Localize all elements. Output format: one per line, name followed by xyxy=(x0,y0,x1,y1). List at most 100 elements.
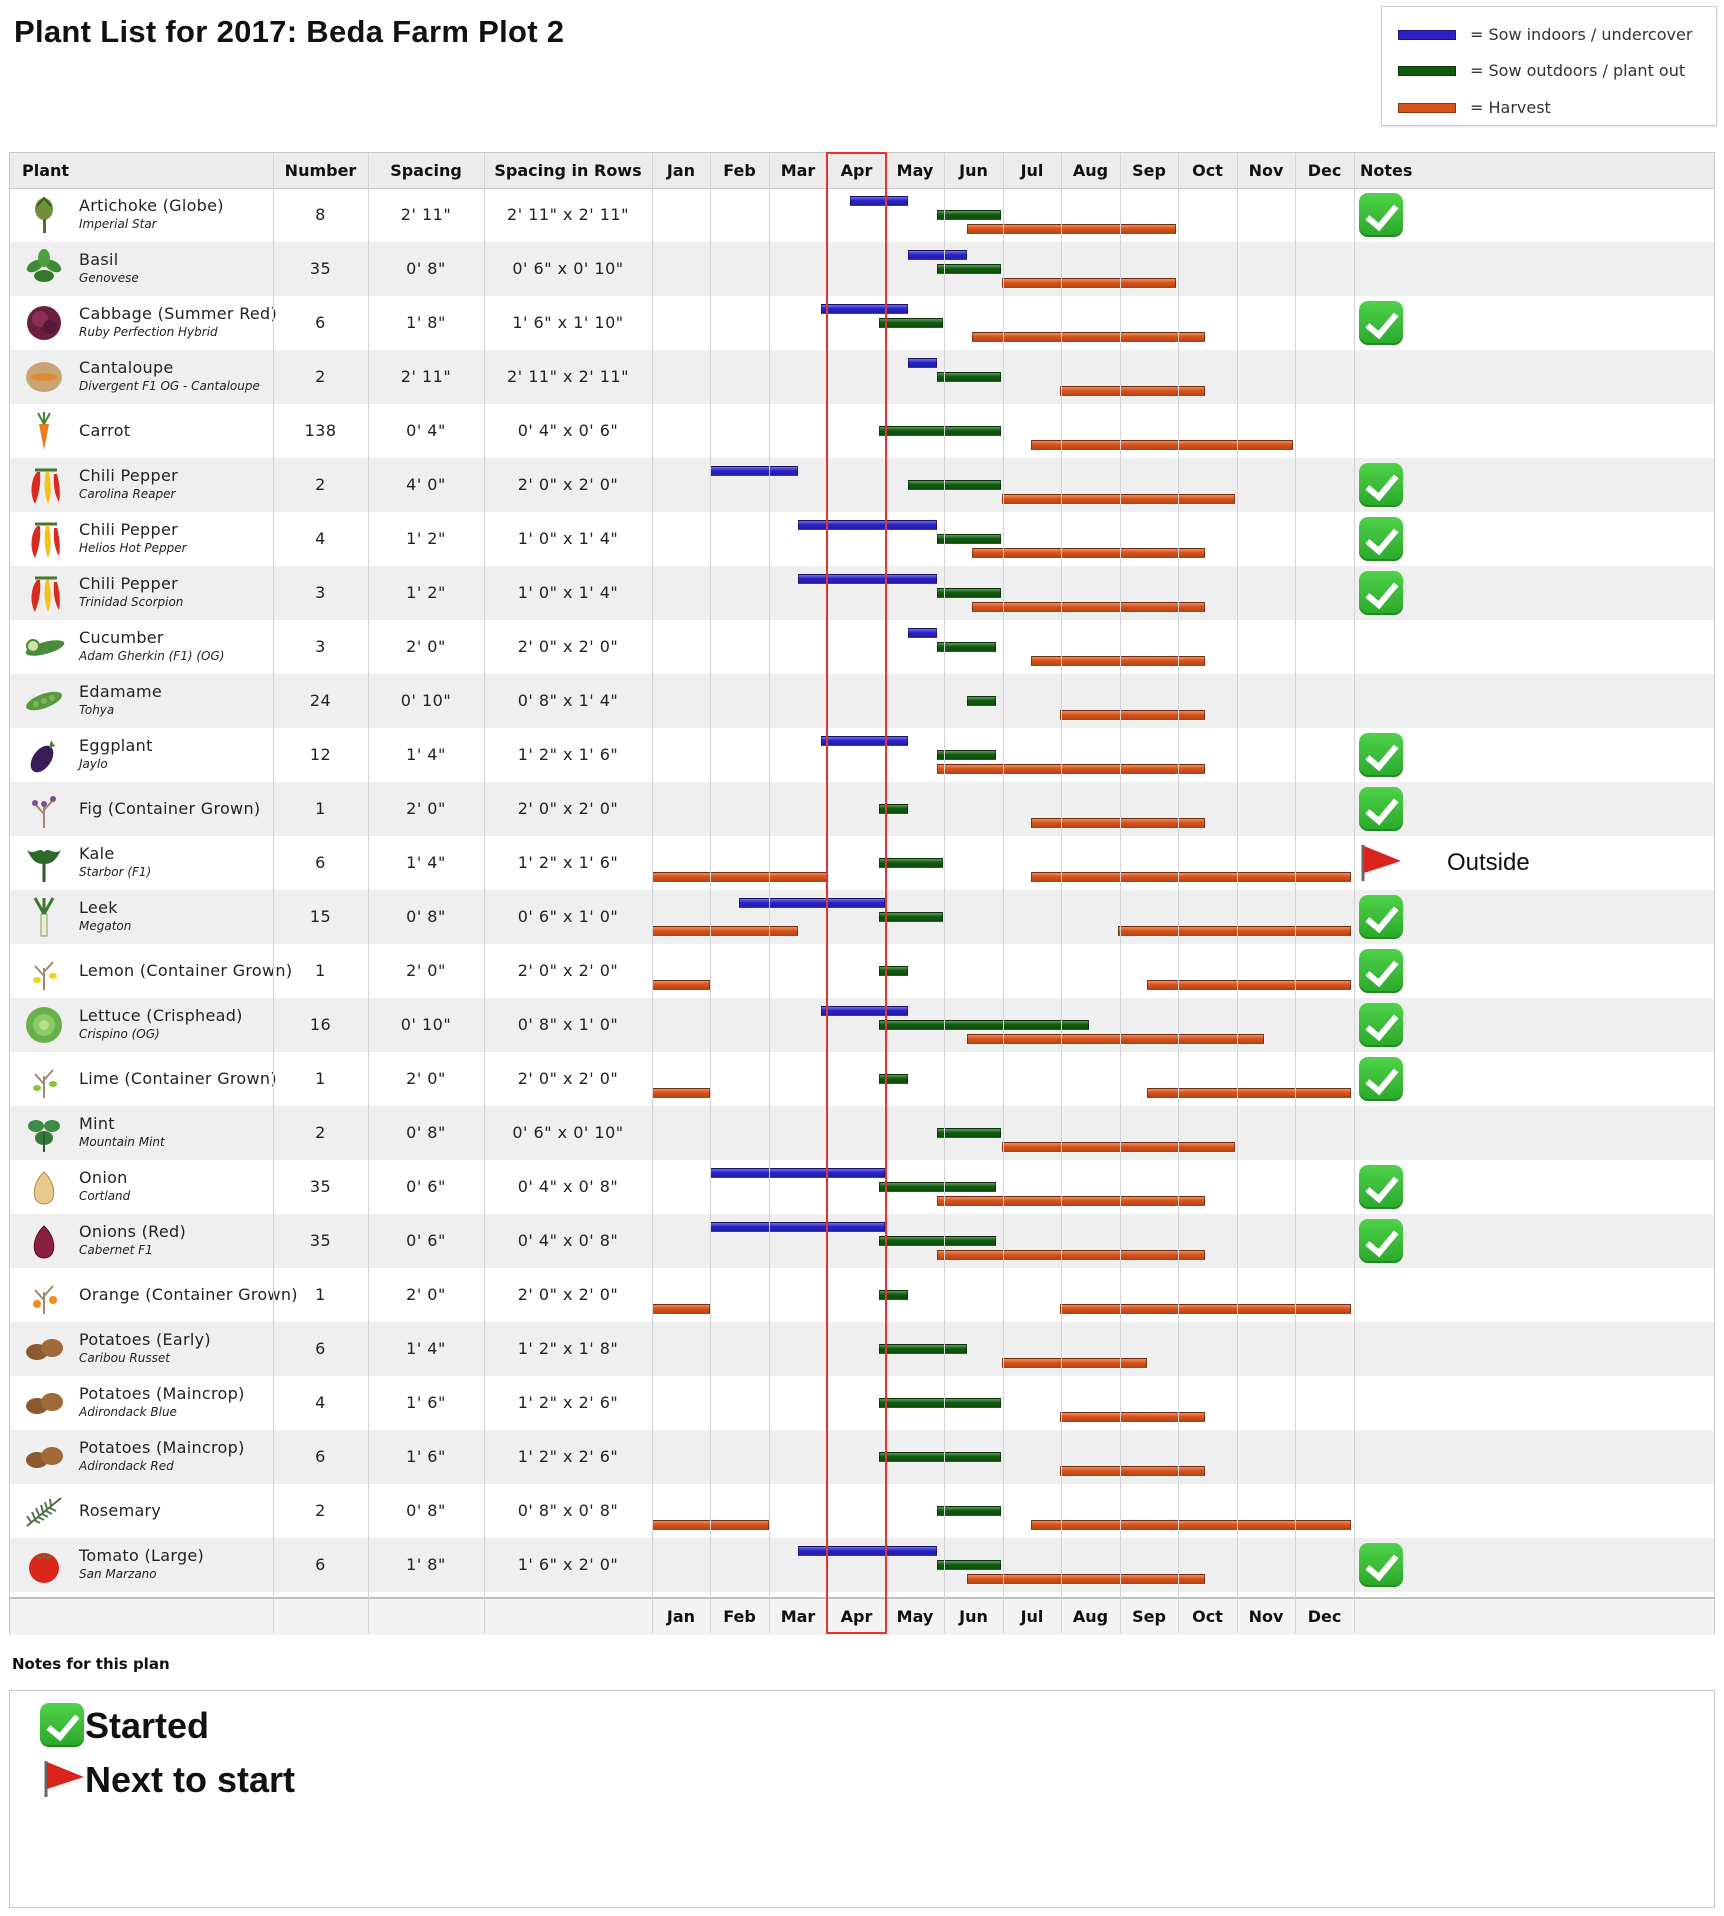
plant-name[interactable]: Cabbage (Summer Red) xyxy=(79,304,278,323)
footer-month-apr[interactable]: Apr xyxy=(840,1607,873,1626)
plant-name[interactable]: Potatoes (Early) xyxy=(79,1330,211,1349)
table-row[interactable]: Orange (Container Grown) 1 2' 0" 2' 0" x 2'… xyxy=(10,1268,1714,1322)
header-spacing[interactable]: Spacing xyxy=(390,161,462,180)
table-row[interactable]: Chili Pepper Helios Hot Pepper 4 1' 2" 1' 0"… xyxy=(10,512,1714,566)
bar-indoor[interactable] xyxy=(797,574,938,584)
bar-indoor[interactable] xyxy=(850,196,909,206)
bar-outdoor[interactable] xyxy=(879,912,944,922)
bar-harvest[interactable] xyxy=(1030,440,1293,450)
plant-name[interactable]: Cantaloupe xyxy=(79,358,174,377)
check-icon[interactable] xyxy=(1359,787,1403,831)
bar-harvest[interactable] xyxy=(1147,980,1351,990)
check-icon[interactable] xyxy=(1359,463,1403,507)
bar-harvest[interactable] xyxy=(1118,926,1351,936)
header-month-nov[interactable]: Nov xyxy=(1248,161,1284,180)
bar-harvest[interactable] xyxy=(1059,1466,1206,1476)
table-row[interactable]: Chili Pepper Trinidad Scorpion 3 1' 2" 1' 0"… xyxy=(10,566,1714,620)
header-month-may[interactable]: May xyxy=(896,161,934,180)
bar-harvest[interactable] xyxy=(1001,278,1177,288)
check-icon[interactable] xyxy=(1359,301,1403,345)
bar-harvest[interactable] xyxy=(1001,1142,1235,1152)
bar-indoor[interactable] xyxy=(710,466,798,476)
check-icon[interactable] xyxy=(1359,895,1403,939)
check-icon[interactable] xyxy=(1359,571,1403,615)
table-row[interactable]: Eggplant Jaylo 12 1' 4" 1' 2" x 1' 6" xyxy=(10,728,1714,782)
check-icon[interactable] xyxy=(1359,517,1403,561)
plant-name[interactable]: Rosemary xyxy=(79,1501,162,1520)
bar-harvest[interactable] xyxy=(1030,1520,1351,1530)
plant-name[interactable]: Chili Pepper xyxy=(79,574,178,593)
plant-name[interactable]: Eggplant xyxy=(79,736,153,755)
table-row[interactable]: Onion Cortland 35 0' 6" 0' 4" x 0' 8" xyxy=(10,1160,1714,1214)
header-month-feb[interactable]: Feb xyxy=(723,161,756,180)
table-row[interactable]: Leek Megaton 15 0' 8" 0' 6" x 1' 0" xyxy=(10,890,1714,944)
table-row[interactable]: Potatoes (Maincrop) Adirondack Red 6 1' 6" 1… xyxy=(10,1430,1714,1484)
bar-outdoor[interactable] xyxy=(937,750,996,760)
plant-name[interactable]: Leek xyxy=(79,898,118,917)
bar-indoor[interactable] xyxy=(908,358,938,368)
bar-harvest[interactable] xyxy=(1059,710,1206,720)
bar-harvest[interactable] xyxy=(1030,818,1206,828)
table-row[interactable]: Carrot 138 0' 4" 0' 4" x 0' 6" xyxy=(10,404,1714,458)
plant-name[interactable]: Onion xyxy=(79,1168,128,1187)
bar-indoor[interactable] xyxy=(797,520,938,530)
bar-indoor[interactable] xyxy=(908,250,967,260)
check-icon[interactable] xyxy=(1359,949,1403,993)
bar-harvest[interactable] xyxy=(1001,494,1235,504)
bar-outdoor[interactable] xyxy=(879,1344,967,1354)
header-notes[interactable]: Notes xyxy=(1360,161,1413,180)
table-row[interactable]: Potatoes (Early) Caribou Russet 6 1' 4" 1' 2… xyxy=(10,1322,1714,1376)
bar-harvest[interactable] xyxy=(966,1574,1206,1584)
table-row[interactable]: Chili Pepper Carolina Reaper 2 4' 0" 2' 0" x… xyxy=(10,458,1714,512)
bar-harvest[interactable] xyxy=(1147,1088,1351,1098)
header-month-mar[interactable]: Mar xyxy=(780,161,816,180)
table-row[interactable]: Onions (Red) Cabernet F1 35 0' 6" 0' 4" x 0'… xyxy=(10,1214,1714,1268)
bar-outdoor[interactable] xyxy=(879,1074,909,1084)
plant-name[interactable]: Edamame xyxy=(79,682,162,701)
bar-indoor[interactable] xyxy=(710,1222,885,1232)
check-icon[interactable] xyxy=(1359,1003,1403,1047)
bar-indoor[interactable] xyxy=(820,1006,909,1016)
table-row[interactable]: Fig (Container Grown) 1 2' 0" 2' 0" x 2' 0" xyxy=(10,782,1714,836)
plant-name[interactable]: Onions (Red) xyxy=(79,1222,187,1241)
header-month-jul[interactable]: Jul xyxy=(1020,161,1044,180)
bar-indoor[interactable] xyxy=(710,1168,885,1178)
bar-harvest[interactable] xyxy=(1030,872,1351,882)
plant-name[interactable]: Lemon (Container Grown) xyxy=(79,961,293,980)
header-plant[interactable]: Plant xyxy=(22,161,70,180)
bar-harvest[interactable] xyxy=(972,332,1206,342)
table-row[interactable]: Cabbage (Summer Red) Ruby Perfection Hybr… xyxy=(10,296,1714,350)
plant-name[interactable]: Lime (Container Grown) xyxy=(79,1069,277,1088)
bar-outdoor[interactable] xyxy=(879,858,944,868)
bar-harvest[interactable] xyxy=(652,980,711,990)
bar-outdoor[interactable] xyxy=(879,426,1002,436)
bar-harvest[interactable] xyxy=(652,926,798,936)
plant-name[interactable]: Basil xyxy=(79,250,119,269)
table-row[interactable]: Cucumber Adam Gherkin (F1) (OG) 3 2' 0" 2' 0… xyxy=(10,620,1714,674)
header-spacing-rows[interactable]: Spacing in Rows xyxy=(494,161,642,180)
footer-month-aug[interactable]: Aug xyxy=(1072,1607,1109,1626)
bar-harvest[interactable] xyxy=(937,1196,1206,1206)
footer-month-feb[interactable]: Feb xyxy=(723,1607,756,1626)
bar-indoor[interactable] xyxy=(820,736,909,746)
footer-month-jun[interactable]: Jun xyxy=(959,1607,988,1626)
plant-name[interactable]: Chili Pepper xyxy=(79,466,178,485)
bar-harvest[interactable] xyxy=(972,548,1206,558)
footer-month-dec[interactable]: Dec xyxy=(1307,1607,1342,1626)
table-row[interactable]: Lettuce (Crisphead) Crispino (OG) 16 0' 10"… xyxy=(10,998,1714,1052)
header-month-oct[interactable]: Oct xyxy=(1192,161,1223,180)
table-row[interactable]: Kale Starbor (F1) 6 1' 4" 1' 2" x 1' 6" Outsi… xyxy=(10,836,1714,890)
plant-name[interactable]: Mint xyxy=(79,1114,115,1133)
bar-harvest[interactable] xyxy=(652,1088,711,1098)
bar-outdoor[interactable] xyxy=(937,1560,1002,1570)
table-row[interactable]: Lemon (Container Grown) 1 2' 0" 2' 0" x 2' … xyxy=(10,944,1714,998)
bar-harvest[interactable] xyxy=(966,224,1177,234)
bar-outdoor[interactable] xyxy=(937,1128,1002,1138)
bar-harvest[interactable] xyxy=(966,1034,1264,1044)
bar-outdoor[interactable] xyxy=(937,588,1002,598)
bar-harvest[interactable] xyxy=(1059,1412,1206,1422)
table-row[interactable]: Rosemary 2 0' 8" 0' 8" x 0' 8" xyxy=(10,1484,1714,1538)
bar-outdoor[interactable] xyxy=(879,1020,1089,1030)
footer-month-may[interactable]: May xyxy=(896,1607,934,1626)
bar-harvest[interactable] xyxy=(1030,656,1206,666)
